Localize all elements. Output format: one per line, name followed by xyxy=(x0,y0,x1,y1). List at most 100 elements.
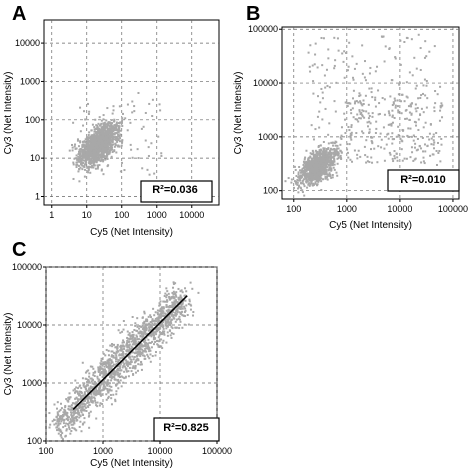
scatter-point xyxy=(117,360,120,363)
scatter-point xyxy=(348,41,351,44)
scatter-point xyxy=(95,153,98,156)
scatter-point xyxy=(111,133,114,136)
scatter-point xyxy=(141,167,144,170)
scatter-point xyxy=(86,102,89,105)
scatter-point xyxy=(367,125,370,128)
scatter-point xyxy=(135,358,138,361)
scatter-point xyxy=(180,305,183,308)
r2-annotation-a: R²=0.036 xyxy=(152,184,198,196)
scatter-point xyxy=(151,340,154,343)
scatter-point xyxy=(325,148,328,151)
scatter-point xyxy=(420,94,423,97)
scatter-point xyxy=(426,97,429,100)
scatter-point xyxy=(79,140,82,143)
scatter-point xyxy=(320,161,323,164)
scatter-point xyxy=(85,142,88,145)
scatter-point xyxy=(141,335,144,338)
scatter-point xyxy=(140,332,143,335)
scatter-point xyxy=(97,122,100,125)
scatter-point xyxy=(99,160,102,163)
scatter-point xyxy=(150,335,153,338)
scatter-point xyxy=(73,157,76,160)
scatter-point xyxy=(361,114,364,117)
scatter-point xyxy=(65,417,68,420)
scatter-point xyxy=(107,131,110,134)
scatter-point xyxy=(123,169,126,172)
scatter-point xyxy=(337,152,340,155)
scatter-point xyxy=(383,98,386,101)
scatter-point xyxy=(102,387,105,390)
scatter-point xyxy=(313,162,316,165)
scatter-point xyxy=(100,150,103,153)
scatter-point xyxy=(108,150,111,153)
scatter-point xyxy=(112,137,115,140)
scatter-point xyxy=(361,44,364,47)
scatter-point xyxy=(108,122,111,125)
scatter-point xyxy=(161,341,164,344)
scatter-point xyxy=(106,141,109,144)
scatter-point xyxy=(162,339,165,342)
scatter-point xyxy=(157,135,160,138)
scatter-point xyxy=(414,157,417,160)
scatter-point xyxy=(85,161,88,164)
scatter-point xyxy=(123,377,126,380)
scatter-point xyxy=(81,361,84,364)
scatter-point xyxy=(352,76,355,79)
scatter-point xyxy=(156,343,159,346)
scatter-point xyxy=(150,316,153,319)
scatter-point xyxy=(130,370,133,373)
scatter-point xyxy=(111,112,114,115)
scatter-point xyxy=(160,314,163,317)
scatter-point xyxy=(92,396,95,399)
scatter-point xyxy=(142,326,145,329)
scatter-point xyxy=(361,72,364,75)
scatter-point xyxy=(314,171,317,174)
scatter-point xyxy=(323,159,326,162)
scatter-point xyxy=(151,330,154,333)
scatter-point xyxy=(88,395,91,398)
scatter-point xyxy=(72,163,75,166)
scatter-point xyxy=(166,311,169,314)
scatter-point xyxy=(122,355,125,358)
scatter-point xyxy=(81,168,84,171)
scatter-point xyxy=(388,112,391,115)
scatter-point xyxy=(158,324,161,327)
scatter-point xyxy=(311,163,314,166)
scatter-point xyxy=(329,163,332,166)
scatter-point xyxy=(391,142,394,145)
scatter-point xyxy=(76,391,79,394)
scatter-point xyxy=(391,114,394,117)
scatter-point xyxy=(333,160,336,163)
scatter-point xyxy=(329,174,332,177)
scatter-point xyxy=(154,341,157,344)
scatter-point xyxy=(117,362,120,365)
scatter-point xyxy=(102,385,105,388)
scatter-point xyxy=(361,115,364,118)
scatter-point xyxy=(111,372,114,375)
scatter-point xyxy=(108,149,111,152)
scatter-point xyxy=(55,415,58,418)
r2-box-a xyxy=(140,180,213,203)
scatter-point xyxy=(104,361,107,364)
scatter-point xyxy=(110,397,113,400)
scatter-point xyxy=(314,149,317,152)
scatter-point xyxy=(166,316,169,319)
scatter-point xyxy=(354,118,357,121)
scatter-point xyxy=(157,317,160,320)
scatter-point xyxy=(311,149,314,152)
scatter-point xyxy=(98,384,101,387)
scatter-point xyxy=(90,137,93,140)
scatter-point xyxy=(109,132,112,135)
scatter-point xyxy=(117,359,120,362)
scatter-point xyxy=(62,411,65,414)
scatter-point xyxy=(98,157,101,160)
scatter-point xyxy=(156,321,159,324)
scatter-point xyxy=(100,130,103,133)
scatter-point xyxy=(71,146,74,149)
scatter-point xyxy=(100,357,103,360)
scatter-point xyxy=(400,139,403,142)
scatter-point xyxy=(70,430,73,433)
scatter-point xyxy=(111,350,114,353)
scatter-point xyxy=(173,300,176,303)
x-tick-label: 100 xyxy=(38,446,53,456)
